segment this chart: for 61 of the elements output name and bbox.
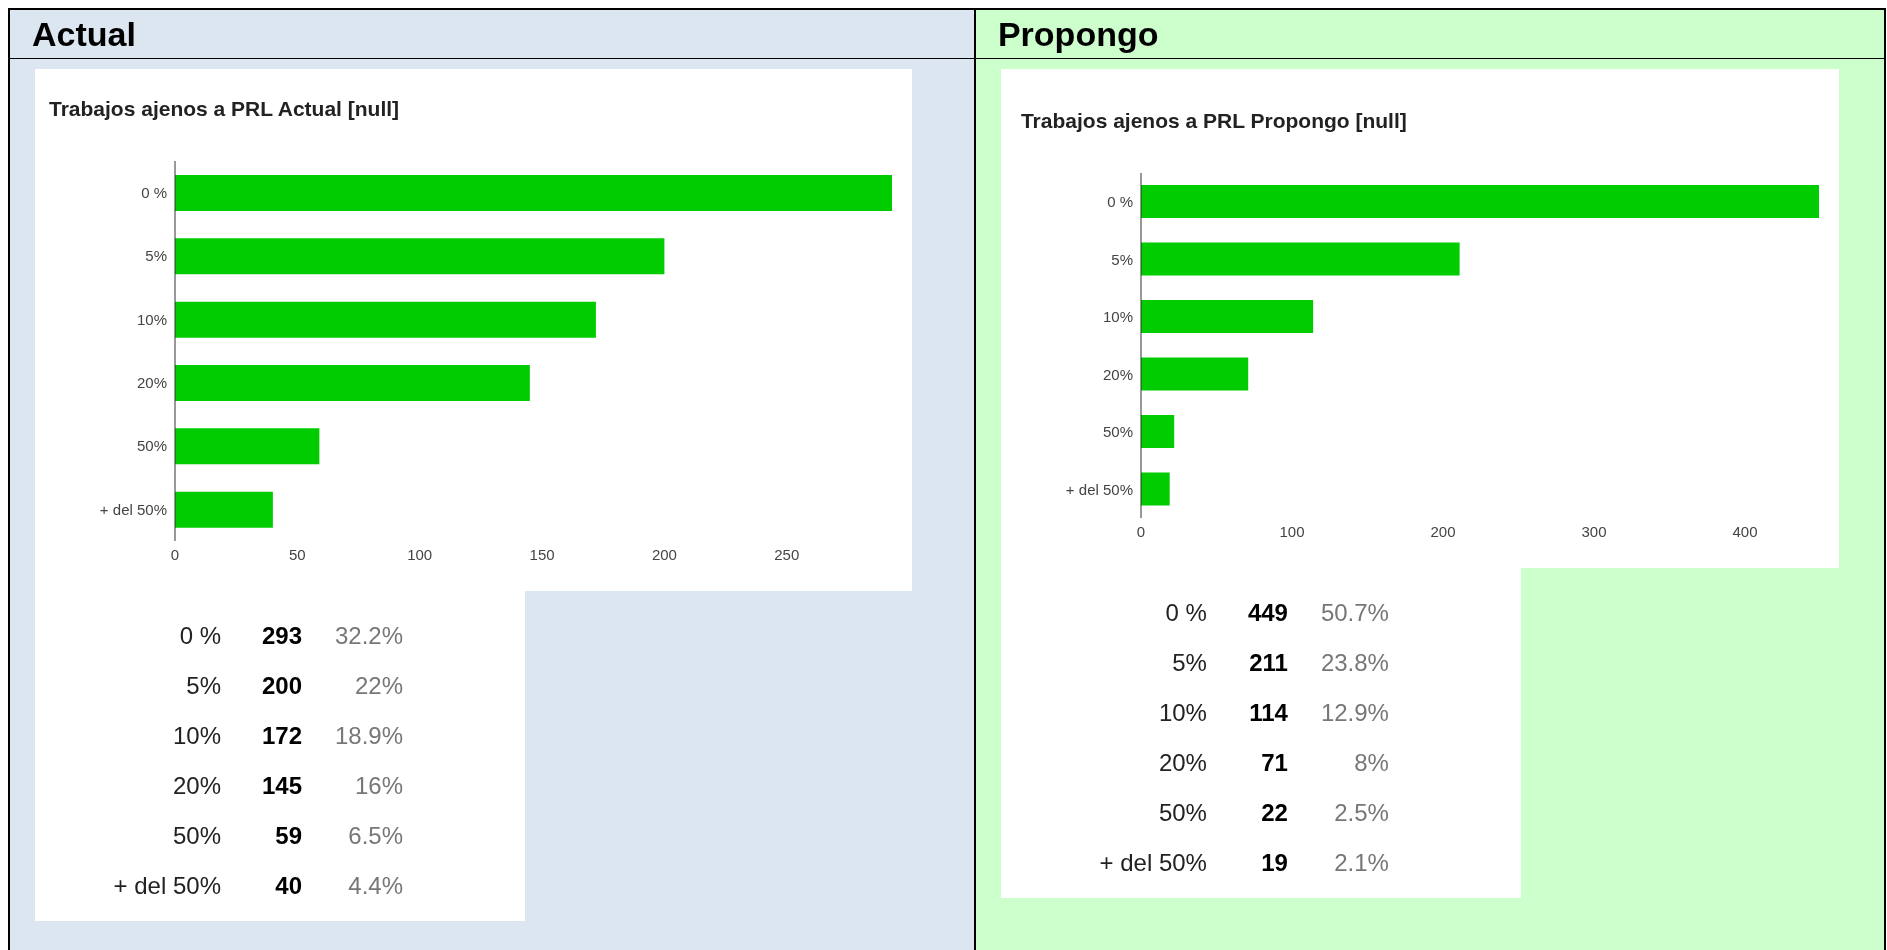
y-tick-label: 0 % xyxy=(141,183,167,201)
y-tick-label: 50% xyxy=(136,437,167,455)
text: 2.1% xyxy=(1333,848,1390,878)
text: 20% xyxy=(171,771,222,801)
x-tick-label: 100 xyxy=(1279,522,1305,540)
text: 6.5% xyxy=(347,821,404,851)
x-tick-label: 300 xyxy=(1581,522,1607,540)
y-tick-label: 5% xyxy=(1111,250,1133,268)
text: 114 xyxy=(1248,698,1289,728)
y-tick-label: + del 50% xyxy=(1065,480,1133,498)
text: 19 xyxy=(1260,848,1289,878)
x-tick-label: 200 xyxy=(651,545,677,563)
text: 71 xyxy=(1260,748,1289,778)
text: 5% xyxy=(1171,648,1208,678)
text: 145 xyxy=(260,771,303,801)
x-tick-label: 400 xyxy=(1732,522,1758,540)
text: 200 xyxy=(260,671,303,701)
chart-title: Trabajos ajenos a PRL Propongo [null] xyxy=(1019,108,1408,133)
chart-subtitle: Actual xyxy=(10,10,974,59)
x-tick-label: 0 xyxy=(1136,522,1146,540)
y-tick-label: 10% xyxy=(136,310,167,328)
x-tick-label: 100 xyxy=(407,545,433,563)
x-tick-label: 150 xyxy=(529,545,555,563)
text: 0 % xyxy=(1164,598,1208,628)
text: 50% xyxy=(171,821,222,851)
text: 50.7% xyxy=(1319,598,1390,628)
y-tick-label: + del 50% xyxy=(99,500,167,518)
text: 22% xyxy=(353,671,404,701)
text: 18.9% xyxy=(333,721,404,751)
x-tick-label: 200 xyxy=(1430,522,1456,540)
y-tick-label: 20% xyxy=(136,373,167,391)
text: 10% xyxy=(171,721,222,751)
y-tick-label: 20% xyxy=(1102,365,1133,383)
text: 59 xyxy=(274,821,303,851)
text: 449 xyxy=(1246,598,1289,628)
text: 16% xyxy=(353,771,404,801)
text: 22 xyxy=(1260,798,1289,828)
text: 50% xyxy=(1157,798,1208,828)
text: 5% xyxy=(185,671,222,701)
text: 293 xyxy=(260,621,303,651)
x-tick-label: 250 xyxy=(774,545,800,563)
text: 12.9% xyxy=(1319,698,1390,728)
text: 2.5% xyxy=(1333,798,1390,828)
chart-subtitle: Propongo xyxy=(975,10,1884,59)
x-tick-label: 0 xyxy=(170,545,180,563)
y-tick-label: 10% xyxy=(1102,308,1133,326)
text: 10% xyxy=(1157,698,1208,728)
text: 23.8% xyxy=(1319,648,1390,678)
text: 40 xyxy=(274,871,303,901)
text: 211 xyxy=(1248,648,1289,678)
text: 8% xyxy=(1353,748,1390,778)
chart-title: Trabajos ajenos a PRL Actual [null] xyxy=(48,96,401,121)
text: 0 % xyxy=(178,621,222,651)
text: 20% xyxy=(1157,748,1208,778)
text: 32.2% xyxy=(333,621,404,651)
text: 172 xyxy=(260,721,303,751)
y-tick-label: 50% xyxy=(1102,423,1133,441)
y-tick-label: 0 % xyxy=(1107,193,1133,211)
x-tick-label: 50 xyxy=(289,545,306,563)
y-tick-label: 5% xyxy=(145,247,167,265)
text: 4.4% xyxy=(347,871,404,901)
